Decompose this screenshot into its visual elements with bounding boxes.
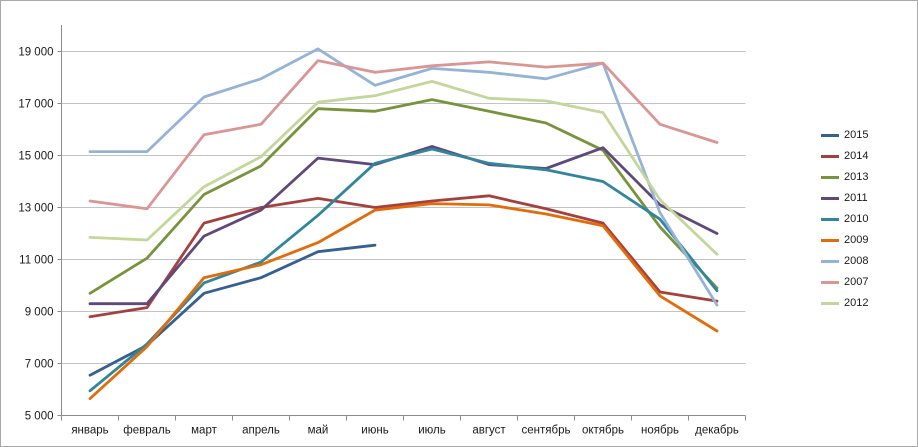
legend-item-2010[interactable]: 2010	[821, 209, 913, 230]
legend-label: 2007	[844, 276, 869, 288]
legend-line-swatch	[821, 281, 839, 284]
x-axis-label: сентябрь	[522, 425, 571, 437]
legend-item-2013[interactable]: 2013	[821, 167, 913, 188]
y-axis-label: 17 000	[18, 99, 53, 111]
legend-line-swatch	[821, 239, 839, 242]
legend-line-swatch	[821, 155, 839, 158]
y-axis-label: 19 000	[18, 47, 53, 59]
series-line-2012[interactable]	[88, 80, 719, 256]
series-line-2007[interactable]	[88, 59, 719, 211]
legend-line-swatch	[821, 134, 839, 137]
series-line-2010[interactable]	[88, 147, 719, 393]
y-axis-label: 11 000	[19, 255, 53, 267]
series-line-2008[interactable]	[88, 47, 719, 307]
legend-item-2012[interactable]: 2012	[821, 293, 913, 314]
legend-item-2007[interactable]: 2007	[821, 272, 913, 293]
series-line-2009[interactable]	[88, 202, 719, 401]
y-axis-label: 5 000	[25, 411, 54, 423]
x-axis-label: июль	[418, 425, 446, 437]
legend-item-2011[interactable]: 2011	[821, 188, 913, 209]
series-line-2014[interactable]	[88, 194, 719, 319]
y-axis-label: 9 000	[25, 307, 54, 319]
legend-line-swatch	[821, 260, 839, 263]
legend-item-2009[interactable]: 2009	[821, 230, 913, 251]
x-axis-label: ноябрь	[641, 425, 679, 437]
legend-label: 2012	[844, 297, 869, 309]
legend-label: 2011	[844, 192, 868, 204]
legend-label: 2008	[844, 255, 869, 267]
legend-item-2015[interactable]: 2015	[821, 125, 913, 146]
x-axis-label: октябрь	[582, 425, 624, 437]
y-axis-label: 7 000	[25, 359, 54, 371]
legend-item-2008[interactable]: 2008	[821, 251, 913, 272]
legend-label: 2009	[844, 234, 869, 246]
x-axis-label: апрель	[242, 425, 280, 437]
legend-item-2014[interactable]: 2014	[821, 146, 913, 167]
legend-line-swatch	[821, 302, 839, 305]
x-axis-label: декабрь	[695, 425, 739, 437]
legend-line-swatch	[821, 197, 839, 200]
legend-line-swatch	[821, 218, 839, 221]
series-line-2013[interactable]	[88, 98, 719, 295]
legend-label: 2015	[844, 129, 869, 141]
legend-label: 2010	[844, 213, 869, 225]
legend-label: 2014	[844, 150, 869, 162]
legend: 2015 2014 2013 2011 2010 2009 2008 2007 2012	[821, 125, 913, 314]
y-axis-label: 13 000	[18, 203, 53, 215]
x-axis-label: август	[472, 425, 506, 437]
x-axis-label: март	[191, 425, 217, 437]
legend-line-swatch	[821, 176, 839, 179]
x-axis-label: май	[308, 425, 329, 437]
x-axis-label: февраль	[123, 425, 170, 437]
series-line-2011[interactable]	[88, 144, 719, 306]
y-axis-label: 15 000	[18, 151, 53, 163]
x-axis-label: январь	[71, 425, 108, 437]
x-axis-label: июнь	[361, 425, 388, 437]
legend-label: 2013	[844, 171, 869, 183]
